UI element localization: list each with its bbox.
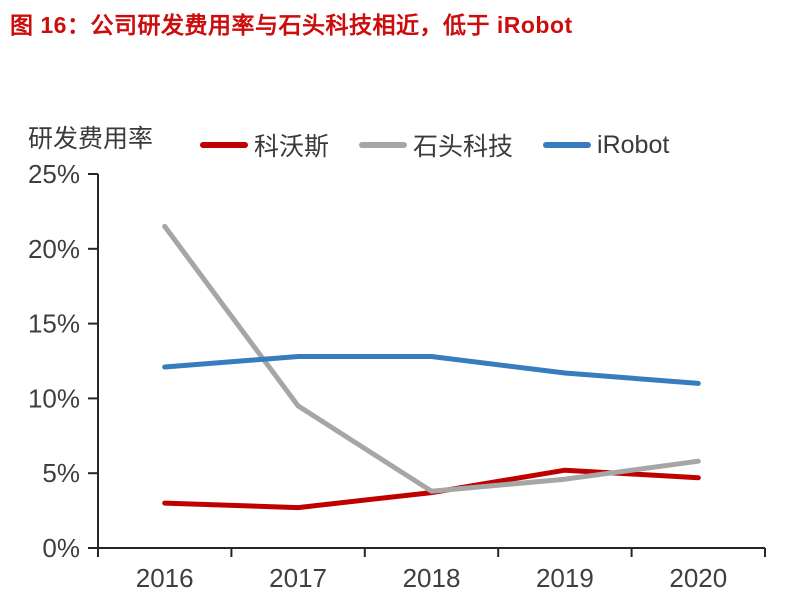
x-tick-label: 2020 (669, 563, 727, 593)
legend-item-ecovacs: 科沃斯 (200, 127, 329, 163)
y-axis-title: 研发费用率 (28, 125, 154, 153)
series-line-irobot (162, 354, 701, 386)
x-tick-label: 2018 (403, 563, 461, 593)
legend-swatch-roborock (359, 142, 408, 148)
legend-item-irobot: iRobot (543, 131, 669, 160)
x-tick-label: 2019 (536, 563, 594, 593)
y-tick-label: 15% (28, 309, 80, 339)
chart-legend: 科沃斯 石头科技 iRobot (200, 127, 669, 163)
figure-title: 图 16：公司研发费用率与石头科技相近，低于 iRobot (10, 12, 573, 38)
legend-swatch-irobot (543, 142, 592, 148)
y-tick-label: 5% (42, 458, 80, 488)
y-tick-label: 25% (28, 159, 80, 189)
x-tick-label: 2017 (269, 563, 327, 593)
legend-label-roborock: 石头科技 (413, 133, 514, 161)
legend-label-ecovacs: 科沃斯 (254, 133, 330, 161)
x-tick-label: 2016 (136, 563, 194, 593)
legend-label-irobot: iRobot (597, 130, 670, 159)
series-line-roborock (162, 223, 701, 494)
y-tick-label: 20% (28, 234, 80, 264)
legend-swatch-ecovacs (200, 142, 248, 148)
legend-item-roborock: 石头科技 (359, 127, 513, 163)
y-tick-label: 10% (28, 383, 80, 413)
y-tick-label: 0% (42, 533, 80, 563)
